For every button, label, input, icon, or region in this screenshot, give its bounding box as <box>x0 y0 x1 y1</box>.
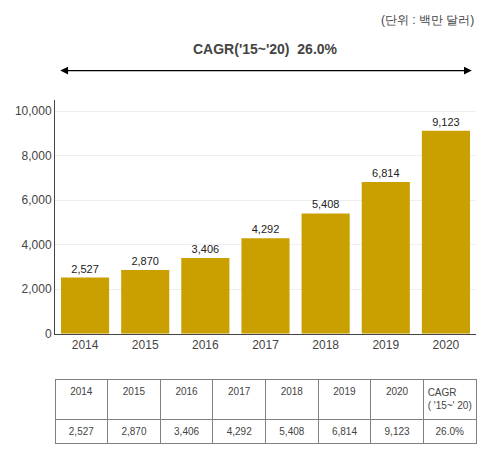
svg-text:CAGR('15~'20) 26.0%: CAGR('15~'20) 26.0% <box>193 41 338 57</box>
svg-text:5,408: 5,408 <box>279 426 304 437</box>
svg-text:9,123: 9,123 <box>385 426 410 437</box>
svg-text:2017: 2017 <box>252 338 279 352</box>
svg-text:2015: 2015 <box>132 338 159 352</box>
svg-text:2018: 2018 <box>312 338 339 352</box>
svg-text:2,870: 2,870 <box>131 255 159 267</box>
svg-text:0: 0 <box>45 327 52 341</box>
svg-text:2017: 2017 <box>228 386 251 397</box>
svg-text:5,408: 5,408 <box>312 198 340 210</box>
svg-text:2014: 2014 <box>72 338 99 352</box>
svg-text:6,814: 6,814 <box>372 167 400 179</box>
svg-text:2020: 2020 <box>433 338 460 352</box>
svg-text:2,000: 2,000 <box>22 282 52 296</box>
svg-text:4,000: 4,000 <box>22 238 52 252</box>
svg-text:(단위 : 백만 달러): (단위 : 백만 달러) <box>381 13 474 27</box>
svg-text:3,406: 3,406 <box>192 243 220 255</box>
svg-text:4,292: 4,292 <box>227 426 252 437</box>
svg-text:2019: 2019 <box>372 338 399 352</box>
svg-text:CAGR( '15~' 20): CAGR( '15~' 20) <box>428 387 472 411</box>
svg-text:4,292: 4,292 <box>252 223 280 235</box>
svg-text:2016: 2016 <box>192 338 219 352</box>
svg-text:2016: 2016 <box>175 386 198 397</box>
svg-text:2,870: 2,870 <box>121 426 146 437</box>
svg-text:2020: 2020 <box>386 386 409 397</box>
svg-text:2014: 2014 <box>70 386 93 397</box>
svg-text:26.0%: 26.0% <box>436 426 464 437</box>
svg-text:9,123: 9,123 <box>432 116 460 128</box>
svg-text:2,527: 2,527 <box>69 426 94 437</box>
svg-text:2019: 2019 <box>333 386 356 397</box>
svg-text:2015: 2015 <box>123 386 146 397</box>
svg-text:2,527: 2,527 <box>71 263 99 275</box>
svg-text:2018: 2018 <box>281 386 304 397</box>
svg-text:10,000: 10,000 <box>15 104 52 118</box>
svg-text:8,000: 8,000 <box>22 149 52 163</box>
svg-text:6,000: 6,000 <box>22 193 52 207</box>
svg-text:3,406: 3,406 <box>174 426 199 437</box>
svg-text:6,814: 6,814 <box>332 426 357 437</box>
